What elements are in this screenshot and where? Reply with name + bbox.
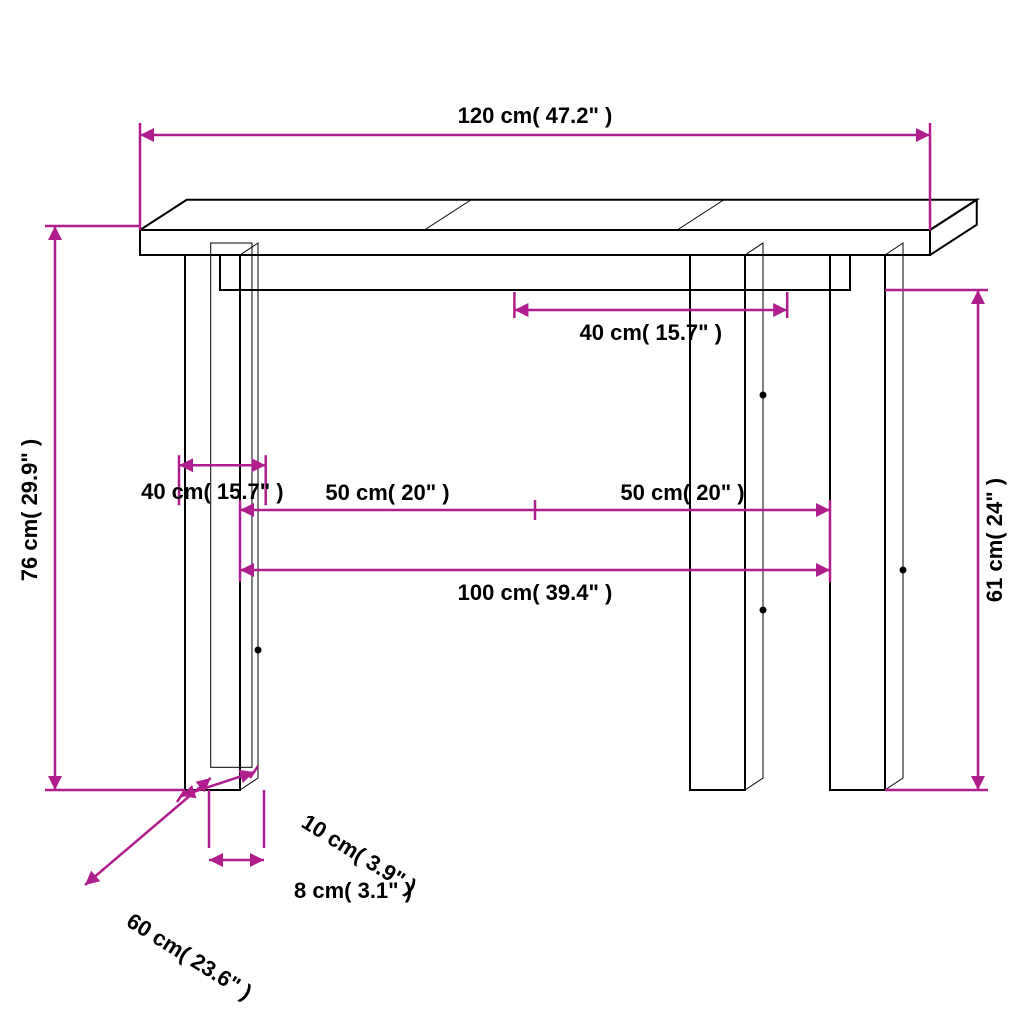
dimension-label: 120 cm( 47.2" ) [458, 103, 613, 128]
dimension-label: 100 cm( 39.4" ) [458, 580, 613, 605]
dimension-label: 76 cm( 29.9" ) [17, 439, 42, 582]
dimension-label: 60 cm( 23.6" ) [122, 908, 256, 1005]
dimension-label: 61 cm( 24" ) [982, 478, 1007, 602]
dimension-label: 50 cm( 20" ) [620, 480, 744, 505]
dimension-label: 50 cm( 20" ) [325, 480, 449, 505]
dimension-label: 40 cm( 15.7" ) [141, 479, 284, 504]
dimension-diagram: 120 cm( 47.2" ) 76 cm( 29.9" ) 40 cm( 15.7… [0, 0, 1024, 1024]
dimension-label: 8 cm( 3.1" ) [294, 878, 412, 903]
dimension-label: 40 cm( 15.7" ) [580, 320, 723, 345]
